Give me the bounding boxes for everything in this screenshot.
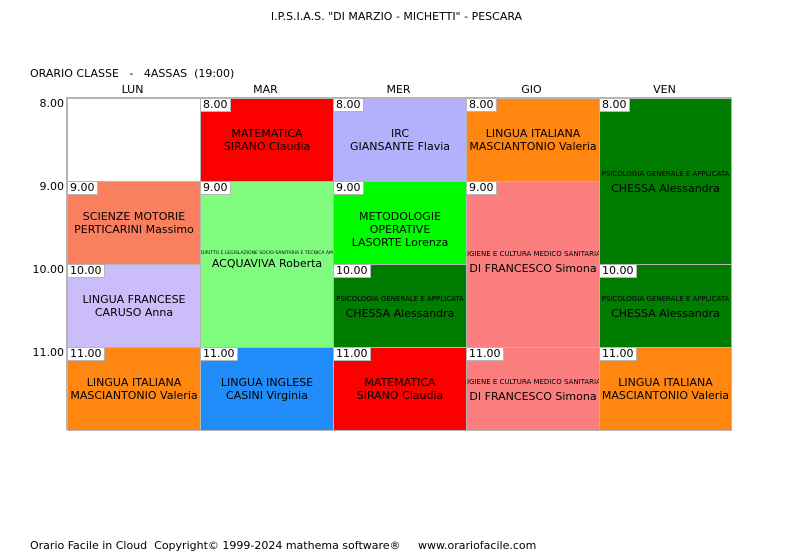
subject-label: SCIENZE MOTORIE bbox=[82, 210, 186, 223]
hour-label-9: 9.00 bbox=[39, 180, 65, 193]
day-header-mar: MAR bbox=[253, 83, 278, 96]
hour-label-10: 10.00 bbox=[32, 263, 65, 276]
lesson-cell[interactable]: 9.00 DIRITTO E LEGISLAZIONE SOCIO-SANITA… bbox=[200, 181, 334, 348]
teacher-label: MASCIANTONIO Valeria bbox=[469, 140, 597, 153]
subject-label: PSICOLOGIA GENERALE E APPLICATA bbox=[601, 295, 730, 303]
subject-label: LINGUA ITALIANA bbox=[618, 376, 713, 389]
lesson-cell[interactable]: 11.00 MATEMATICA SIRANO Claudia bbox=[333, 347, 467, 431]
time-tag: 11.00 bbox=[201, 348, 238, 361]
lesson-cell[interactable]: 8.00 PSICOLOGIA GENERALE E APPLICATA CHE… bbox=[599, 98, 732, 265]
time-tag: 8.00 bbox=[467, 99, 497, 112]
hour-label-8: 8.00 bbox=[39, 97, 65, 110]
subject-label: LINGUA ITALIANA bbox=[485, 127, 581, 140]
time-tag: 10.00 bbox=[600, 265, 637, 278]
teacher-label: ACQUAVIVA Roberta bbox=[211, 257, 323, 270]
teacher-label: DI FRANCESCO Simona bbox=[469, 262, 597, 275]
time-tag: 9.00 bbox=[68, 182, 98, 195]
teacher-label: CHESSA Alessandra bbox=[611, 182, 720, 195]
subject-label: PSICOLOGIA GENERALE E APPLICATA bbox=[601, 170, 730, 178]
time-tag: 9.00 bbox=[467, 182, 497, 195]
day-header-lun: LUN bbox=[121, 83, 144, 96]
teacher-label: LASORTE Lorenza bbox=[351, 236, 449, 249]
subject-label: MATEMATICA bbox=[364, 376, 436, 389]
teacher-label: CHESSA Alessandra bbox=[611, 307, 720, 320]
lesson-cell[interactable]: 11.00 LINGUA ITALIANA MASCIANTONIO Valer… bbox=[67, 347, 201, 431]
teacher-label: DI FRANCESCO Simona bbox=[469, 390, 597, 403]
hour-label-11: 11.00 bbox=[32, 346, 65, 359]
time-tag: 10.00 bbox=[68, 265, 105, 278]
footer-copyright: Orario Facile in Cloud Copyright© 1999-2… bbox=[30, 539, 537, 552]
time-tag: 9.00 bbox=[201, 182, 231, 195]
time-tag: 8.00 bbox=[201, 99, 231, 112]
lesson-cell[interactable]: 8.00 LINGUA ITALIANA MASCIANTONIO Valeri… bbox=[466, 98, 600, 182]
subject-label: LINGUA FRANCESE bbox=[82, 293, 186, 306]
lesson-cell[interactable]: 10.00 PSICOLOGIA GENERALE E APPLICATA CH… bbox=[333, 264, 467, 348]
time-tag: 9.00 bbox=[334, 182, 364, 195]
time-tag: 11.00 bbox=[68, 348, 105, 361]
lesson-cell[interactable]: 10.00 PSICOLOGIA GENERALE E APPLICATA CH… bbox=[599, 264, 732, 348]
lesson-cell[interactable]: 10.00 LINGUA FRANCESE CARUSO Anna bbox=[67, 264, 201, 348]
teacher-label: GIANSANTE Flavia bbox=[349, 140, 451, 153]
teacher-label: CASINI Virginia bbox=[226, 389, 308, 402]
day-header-mer: MER bbox=[386, 83, 411, 96]
teacher-label: MASCIANTONIO Valeria bbox=[601, 389, 730, 402]
timetable-grid: 9.00 SCIENZE MOTORIE PERTICARINI Massimo… bbox=[66, 97, 732, 431]
school-title: I.P.S.I.A.S. "DI MARZIO - MICHETTI" - PE… bbox=[270, 10, 523, 23]
lesson-cell[interactable]: 8.00 MATEMATICA SIRANO Claudia bbox=[200, 98, 334, 182]
lesson-cell[interactable]: 9.00 SCIENZE MOTORIE PERTICARINI Massimo bbox=[67, 181, 201, 265]
teacher-label: CHESSA Alessandra bbox=[345, 307, 455, 320]
subject-label: DIRITTO E LEGISLAZIONE SOCIO-SANITARIA E… bbox=[201, 251, 333, 256]
subject-label: MATEMATICA bbox=[231, 127, 303, 140]
day-header-ven: VEN bbox=[653, 83, 676, 96]
subject-label: IGIENE E CULTURA MEDICO SANITARIA bbox=[467, 378, 600, 386]
subject-label: LINGUA ITALIANA bbox=[86, 376, 182, 389]
subject-label: IRC bbox=[390, 127, 410, 140]
subject-label: LINGUA INGLESE bbox=[220, 376, 314, 389]
teacher-label: MASCIANTONIO Valeria bbox=[70, 389, 198, 402]
empty-slot bbox=[67, 98, 201, 182]
time-tag: 11.00 bbox=[467, 348, 504, 361]
class-title: ORARIO CLASSE - 4ASSAS (19:00) bbox=[30, 67, 235, 80]
time-tag: 10.00 bbox=[334, 265, 371, 278]
teacher-label: SIRANO Claudia bbox=[223, 140, 311, 153]
day-header-gio: GIO bbox=[521, 83, 542, 96]
lesson-cell[interactable]: 11.00 LINGUA ITALIANA MASCIANTONIO Valer… bbox=[599, 347, 732, 431]
time-tag: 8.00 bbox=[600, 99, 630, 112]
teacher-label: CARUSO Anna bbox=[94, 306, 174, 319]
time-tag: 11.00 bbox=[600, 348, 637, 361]
subject-label: PSICOLOGIA GENERALE E APPLICATA bbox=[336, 295, 464, 303]
time-tag: 8.00 bbox=[334, 99, 364, 112]
lesson-cell[interactable]: 9.00 IGIENE E CULTURA MEDICO SANITARIA D… bbox=[466, 181, 600, 348]
lesson-cell[interactable]: 9.00 METODOLOGIE OPERATIVE LASORTE Loren… bbox=[333, 181, 467, 265]
time-tag: 11.00 bbox=[334, 348, 371, 361]
teacher-label: SIRANO Claudia bbox=[356, 389, 444, 402]
lesson-cell[interactable]: 11.00 LINGUA INGLESE CASINI Virginia bbox=[200, 347, 334, 431]
lesson-cell[interactable]: 11.00 IGIENE E CULTURA MEDICO SANITARIA … bbox=[466, 347, 600, 431]
subject-label: IGIENE E CULTURA MEDICO SANITARIA bbox=[467, 250, 600, 258]
subject-label: METODOLOGIE OPERATIVE bbox=[358, 210, 442, 236]
teacher-label: PERTICARINI Massimo bbox=[74, 223, 194, 236]
lesson-cell[interactable]: 8.00 IRC GIANSANTE Flavia bbox=[333, 98, 467, 182]
